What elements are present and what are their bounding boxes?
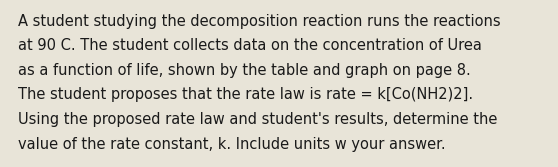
Text: as a function of life, shown by the table and graph on page 8.: as a function of life, shown by the tabl… [18, 63, 471, 78]
Text: at 90 C. The student collects data on the concentration of Urea: at 90 C. The student collects data on th… [18, 39, 482, 53]
Text: The student proposes that the rate law is rate = k[Co(NH2)2].: The student proposes that the rate law i… [18, 88, 473, 103]
Text: value of the rate constant, k. Include units w your answer.: value of the rate constant, k. Include u… [18, 136, 446, 151]
Text: A student studying the decomposition reaction runs the reactions: A student studying the decomposition rea… [18, 14, 501, 29]
Text: Using the proposed rate law and student's results, determine the: Using the proposed rate law and student'… [18, 112, 497, 127]
